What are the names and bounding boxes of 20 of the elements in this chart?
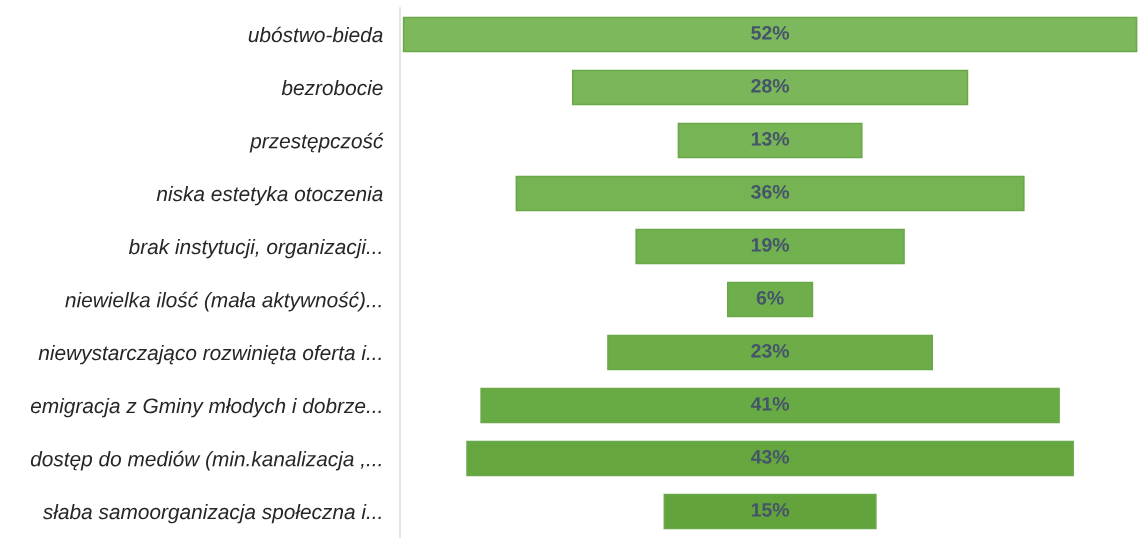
data-label: 28%	[751, 78, 790, 93]
data-label: 23%	[751, 343, 790, 358]
data-label: 52%	[751, 25, 790, 40]
data-label: 13%	[751, 131, 790, 146]
category-label: brak instytucji, organizacji...	[128, 238, 381, 259]
data-label: 19%	[751, 237, 790, 252]
data-label: 15%	[751, 503, 790, 517]
category-label: ubóstwo-bieda	[248, 26, 383, 43]
category-label: niewystarczająco rozwinięta oferta i...	[38, 344, 381, 365]
data-label: 41%	[750, 397, 790, 411]
category-label: niska estetyka otoczenia	[156, 185, 383, 206]
data-label: 43%	[750, 449, 790, 464]
category-label: niewielka ilość (mała aktywność)...	[65, 291, 381, 312]
data-label: 36%	[751, 184, 790, 199]
data-label: 6%	[756, 290, 784, 305]
category-label: dostęp do mediów (min.kanalizacja ,...	[30, 450, 381, 471]
category-label: przestępczość	[249, 132, 384, 153]
category-label: bezrobocie	[281, 79, 383, 96]
category-label: emigracja z Gminy młodych i dobrze...	[30, 397, 381, 418]
category-label: słaba samoorganizacja społeczna i...	[42, 503, 381, 524]
